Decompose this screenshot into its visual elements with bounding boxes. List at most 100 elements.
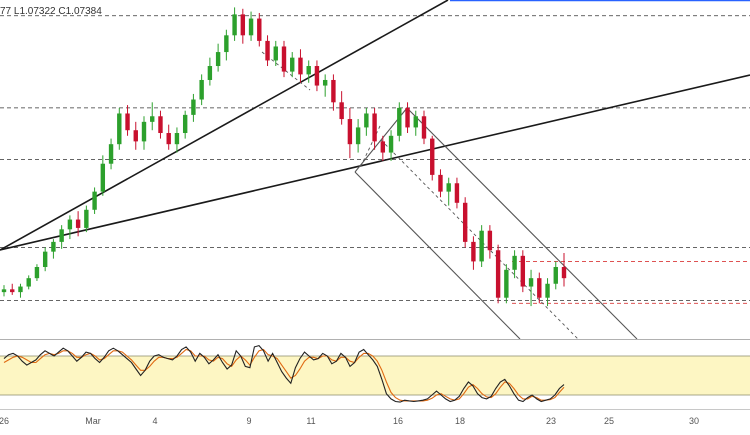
candle-body: [191, 99, 196, 115]
candle-body: [495, 250, 501, 298]
channel-lower-line[interactable]: [354, 171, 521, 340]
candle[interactable]: [397, 102, 402, 142]
candle[interactable]: [108, 138, 114, 170]
candle[interactable]: [10, 283, 15, 295]
candle[interactable]: [454, 177, 460, 209]
candle[interactable]: [528, 269, 534, 307]
candle[interactable]: [495, 244, 501, 304]
candle[interactable]: [158, 110, 163, 139]
candle[interactable]: [174, 127, 180, 153]
candle[interactable]: [372, 107, 377, 150]
candle-body: [298, 57, 303, 75]
candle[interactable]: [380, 135, 386, 161]
candle-body: [34, 267, 40, 279]
candle-body: [224, 35, 229, 53]
candle[interactable]: [51, 239, 56, 259]
candle[interactable]: [405, 102, 410, 134]
candle-body: [207, 66, 213, 80]
candle[interactable]: [257, 12, 262, 47]
candle[interactable]: [504, 264, 509, 304]
candle[interactable]: [26, 275, 31, 290]
candle[interactable]: [479, 225, 484, 268]
candle[interactable]: [306, 60, 311, 83]
candle[interactable]: [207, 57, 213, 86]
candle[interactable]: [232, 7, 237, 41]
candle[interactable]: [84, 205, 89, 233]
candle[interactable]: [290, 52, 295, 78]
candle[interactable]: [59, 225, 64, 249]
candle[interactable]: [430, 135, 435, 181]
candle-body: [545, 283, 550, 298]
candle[interactable]: [471, 236, 476, 270]
candle[interactable]: [182, 110, 188, 139]
candle-body: [290, 57, 295, 72]
candle[interactable]: [248, 11, 254, 41]
candle-body: [51, 241, 56, 252]
candle[interactable]: [34, 264, 40, 281]
candle[interactable]: [166, 124, 171, 150]
candle[interactable]: [67, 215, 73, 240]
candle[interactable]: [298, 49, 303, 83]
candle-body: [18, 286, 23, 293]
candle[interactable]: [322, 74, 328, 97]
candle[interactable]: [331, 74, 336, 111]
candle[interactable]: [75, 211, 81, 237]
candle[interactable]: [364, 107, 369, 136]
candle[interactable]: [446, 177, 451, 206]
candle[interactable]: [347, 107, 353, 159]
candle[interactable]: [117, 107, 122, 150]
candle-body: [454, 183, 460, 203]
candle[interactable]: [42, 247, 48, 272]
candle-body: [10, 289, 15, 293]
candle-body: [240, 14, 246, 36]
candle[interactable]: [240, 8, 246, 44]
candle[interactable]: [421, 110, 427, 145]
x-tick-label: 18: [455, 416, 465, 426]
candle[interactable]: [487, 225, 493, 259]
candle[interactable]: [100, 155, 106, 196]
candle-body: [84, 209, 89, 228]
candle[interactable]: [314, 60, 320, 92]
candle[interactable]: [18, 283, 23, 298]
candle-body: [273, 46, 278, 61]
candle[interactable]: [339, 91, 344, 125]
candle[interactable]: [388, 130, 394, 161]
long-trendline[interactable]: [0, 74, 750, 251]
candle-body: [438, 174, 443, 192]
candle[interactable]: [273, 40, 278, 67]
candle[interactable]: [133, 121, 138, 150]
candle[interactable]: [438, 169, 443, 198]
candle[interactable]: [561, 253, 567, 287]
candle[interactable]: [191, 93, 196, 122]
candle-body: [1, 289, 7, 293]
candle[interactable]: [512, 250, 517, 279]
candle-body: [133, 130, 138, 142]
candle[interactable]: [462, 197, 468, 248]
candle[interactable]: [545, 278, 550, 307]
candle[interactable]: [355, 119, 361, 153]
candle[interactable]: [265, 35, 270, 67]
candle[interactable]: [1, 285, 7, 297]
stochastic-band: [0, 356, 750, 395]
ascending-trendline[interactable]: [0, 0, 449, 251]
candle[interactable]: [281, 40, 287, 78]
candle[interactable]: [413, 110, 418, 136]
candlestick-series: [1, 7, 567, 307]
candle[interactable]: [150, 102, 155, 131]
candle[interactable]: [199, 74, 204, 106]
candle-body: [59, 229, 64, 242]
candle[interactable]: [520, 250, 526, 293]
channel-upper-line[interactable]: [406, 107, 638, 340]
candle-body: [257, 18, 262, 41]
candle[interactable]: [92, 187, 97, 214]
candle[interactable]: [224, 29, 229, 61]
candle[interactable]: [141, 116, 147, 150]
candle[interactable]: [215, 43, 221, 72]
candle[interactable]: [125, 105, 130, 136]
x-axis-ticks: 26 Mar 4 9 11 16 18 23 25 30: [0, 416, 699, 426]
x-tick-label: 26: [0, 416, 9, 426]
candle[interactable]: [537, 272, 542, 304]
candle-body: [364, 113, 369, 128]
candle[interactable]: [553, 261, 558, 290]
